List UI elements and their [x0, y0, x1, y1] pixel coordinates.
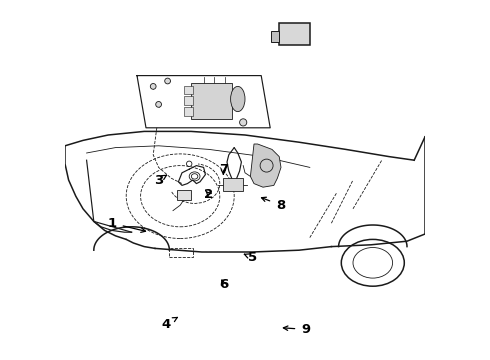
Text: 1: 1	[107, 217, 146, 232]
Bar	[191, 83, 232, 119]
Bar	[184, 86, 193, 94]
Bar	[279, 23, 310, 45]
Text: 3: 3	[154, 174, 167, 186]
Bar	[176, 190, 191, 200]
Bar	[184, 107, 193, 116]
Text: 2: 2	[204, 188, 214, 201]
Ellipse shape	[240, 119, 247, 126]
Bar	[271, 31, 279, 42]
Text: 6: 6	[219, 278, 228, 291]
Ellipse shape	[150, 84, 156, 89]
Text: 8: 8	[262, 197, 286, 212]
Bar	[223, 178, 243, 191]
Text: 4: 4	[161, 318, 177, 330]
Text: 5: 5	[245, 251, 257, 264]
Text: 9: 9	[283, 323, 311, 336]
Bar	[184, 96, 193, 105]
Ellipse shape	[165, 78, 171, 84]
Polygon shape	[250, 144, 281, 187]
Ellipse shape	[156, 102, 162, 107]
Text: 7: 7	[219, 163, 228, 176]
Ellipse shape	[231, 86, 245, 112]
Bar	[170, 248, 193, 257]
